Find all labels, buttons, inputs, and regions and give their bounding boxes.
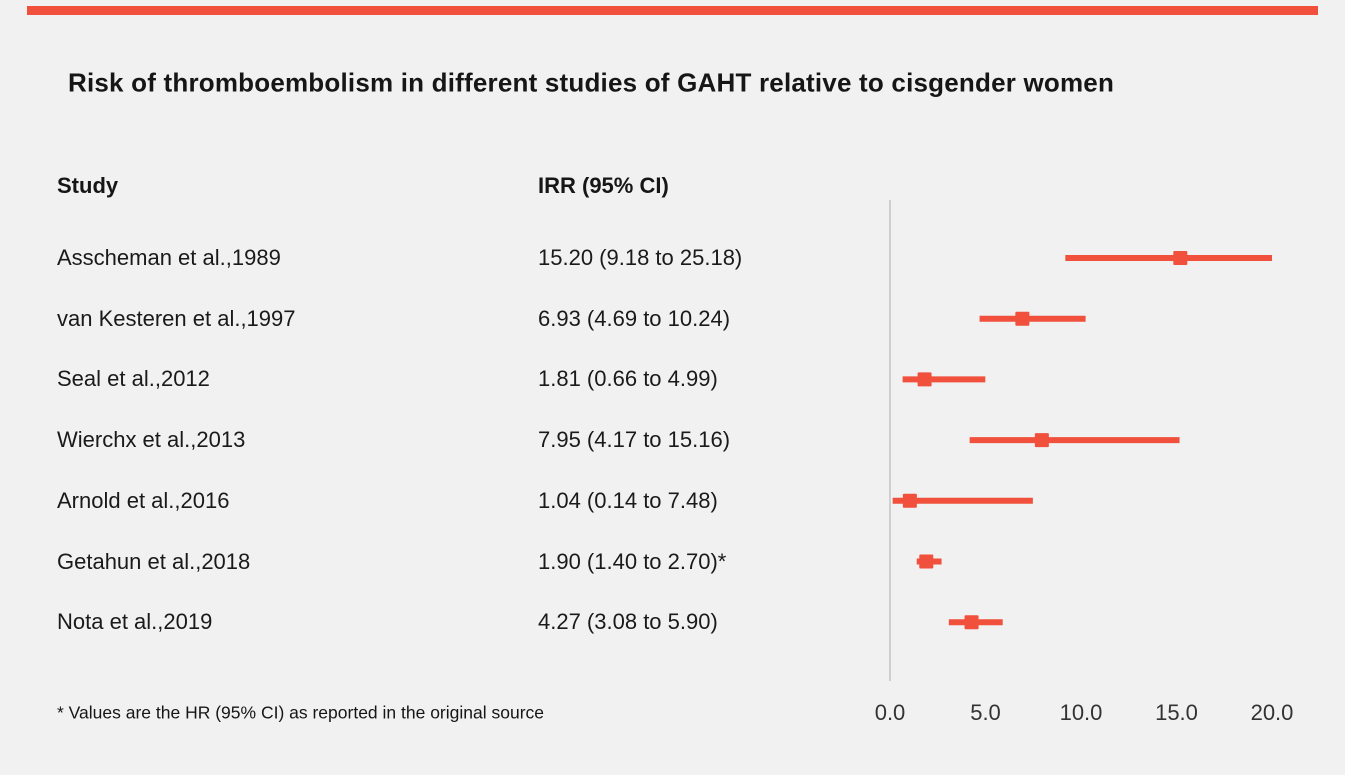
- point-estimate-marker: [919, 554, 934, 569]
- point-estimate-marker: [1034, 433, 1049, 448]
- irr-value: 6.93 (4.69 to 10.24): [538, 305, 731, 331]
- study-label: Asscheman et al.,1989: [57, 245, 281, 270]
- figure-title: Risk of thromboembolism in different stu…: [68, 67, 1115, 98]
- point-estimate-marker: [1015, 311, 1030, 326]
- point-estimate-marker: [1173, 251, 1188, 265]
- footnote: * Values are the HR (95% CI) as reported…: [57, 702, 545, 723]
- point-estimate-marker: [917, 372, 932, 387]
- x-tick-label: 10.0: [1059, 700, 1103, 725]
- study-label: Nota et al.,2019: [57, 609, 213, 635]
- study-label: Seal et al.,2012: [57, 366, 210, 392]
- x-tick-label: 20.0: [1250, 700, 1294, 725]
- point-estimate-marker: [902, 493, 917, 508]
- study-label: Arnold et al.,2016: [57, 487, 230, 513]
- irr-value: 1.81 (0.66 to 4.99): [538, 366, 718, 392]
- x-tick-label: 5.0: [970, 700, 1001, 725]
- study-label: Getahun et al.,2018: [57, 548, 251, 574]
- x-tick-label: 15.0: [1155, 700, 1198, 725]
- irr-value: 4.27 (3.08 to 5.90): [538, 609, 718, 635]
- study-label: van Kesteren et al.,1997: [57, 305, 296, 331]
- x-tick-label: 0.0: [874, 700, 906, 725]
- accent-top-bar: [27, 6, 1318, 15]
- irr-column-header: IRR (95% CI): [538, 173, 669, 198]
- irr-value: 7.95 (4.17 to 15.16): [538, 427, 731, 453]
- point-estimate-marker: [964, 615, 979, 630]
- study-column-header: Study: [57, 173, 119, 198]
- study-label: Wierchx et al.,2013: [57, 427, 246, 453]
- irr-value: 1.90 (1.40 to 2.70)*: [538, 548, 727, 574]
- irr-value: 1.04 (0.14 to 7.48): [538, 487, 718, 513]
- irr-value: 15.20 (9.18 to 25.18): [538, 245, 743, 270]
